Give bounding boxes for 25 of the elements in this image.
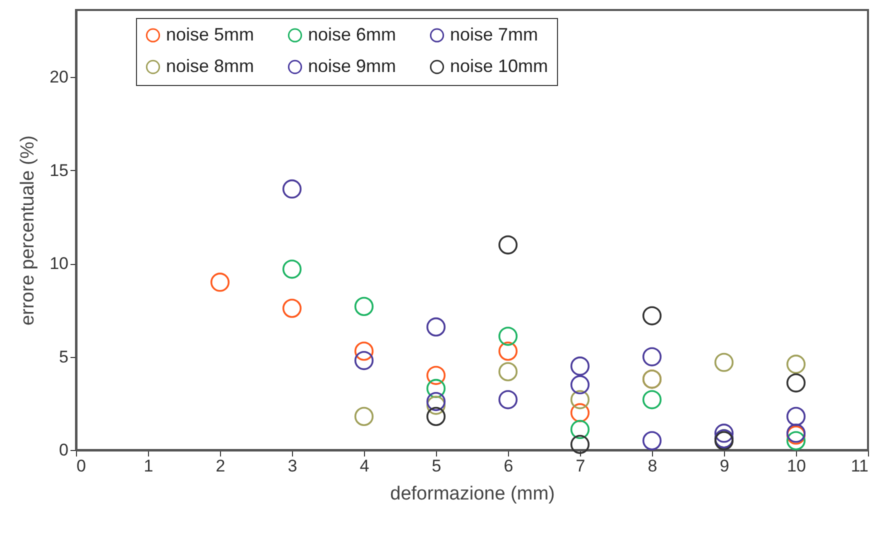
x-tick-label: 7 bbox=[576, 456, 586, 476]
legend-label: noise 6mm bbox=[308, 24, 396, 44]
x-tick-label: 4 bbox=[360, 456, 370, 476]
legend-label: noise 8mm bbox=[166, 56, 254, 76]
x-tick-label: 2 bbox=[216, 456, 226, 476]
x-tick-label: 5 bbox=[432, 456, 442, 476]
x-axis-title: deformazione (mm) bbox=[390, 484, 555, 504]
y-tick-label: 5 bbox=[59, 347, 68, 366]
x-tick-label: 0 bbox=[76, 456, 86, 476]
legend-label: noise 9mm bbox=[308, 56, 396, 76]
x-tick-label: 10 bbox=[787, 456, 806, 476]
x-tick-label: 9 bbox=[720, 456, 730, 476]
x-tick-label: 6 bbox=[504, 456, 514, 476]
y-tick-label: 0 bbox=[59, 440, 68, 460]
x-tick-label: 3 bbox=[288, 456, 298, 476]
legend-label: noise 7mm bbox=[450, 24, 538, 44]
y-axis-title: errore percentuale (%) bbox=[18, 135, 39, 326]
legend-label: noise 5mm bbox=[166, 24, 254, 44]
y-tick-label: 10 bbox=[50, 254, 68, 274]
y-tick-label: 15 bbox=[50, 160, 68, 180]
legend-label: noise 10mm bbox=[450, 56, 548, 76]
x-tick-label: 1 bbox=[144, 456, 154, 476]
x-tick-label: 8 bbox=[648, 456, 658, 476]
y-tick-label: 20 bbox=[50, 68, 68, 87]
x-tick-label: 11 bbox=[850, 456, 868, 476]
